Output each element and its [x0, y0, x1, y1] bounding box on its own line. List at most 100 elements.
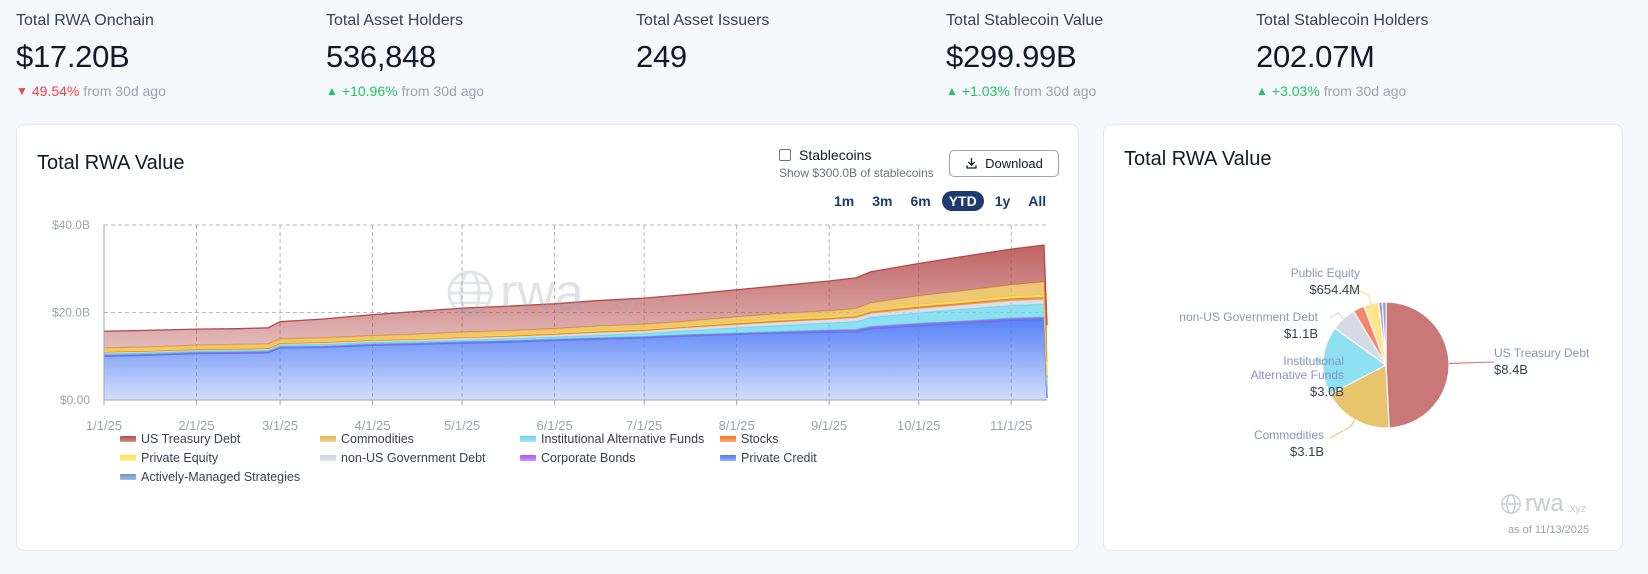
watermark-text: rwa [500, 264, 584, 322]
pie-label-value: $3.1B [1290, 444, 1324, 459]
x-tick-label: 11/1/25 [990, 418, 1032, 433]
stablecoins-toggle[interactable]: Stablecoins Show $300.0B of stablecoins [779, 147, 934, 180]
stat-change: ▼ 49.54% from 30d ago [16, 83, 316, 99]
globe-icon [1501, 494, 1521, 514]
pie-label-value: $654.4M [1309, 282, 1360, 297]
legend-item-us-treasury-debt[interactable]: US Treasury Debt [120, 432, 240, 446]
chart-areas [103, 244, 1048, 400]
area-institutional-alternative-funds [104, 304, 1047, 398]
legend-label: Institutional Alternative Funds [541, 432, 705, 446]
stat-change: ▲ +3.03% from 30d ago [1256, 83, 1556, 99]
pie-label-name: US Treasury Debt [1494, 346, 1590, 360]
range-ytd[interactable]: YTD [941, 191, 984, 211]
legend-item-institutional-alternative-funds[interactable]: Institutional Alternative Funds [520, 432, 704, 446]
legend-label: non-US Government Debt [341, 451, 486, 465]
stat-change-suffix: from 30d ago [401, 83, 485, 99]
pie-slice-actively-managed-strategies[interactable] [1381, 301, 1387, 366]
x-tick-label: 9/1/25 [811, 418, 847, 433]
range-3m[interactable]: 3m [872, 193, 893, 209]
pie-label-value: $1.1B [1284, 326, 1318, 341]
x-tick-label: 7/1/25 [626, 418, 662, 433]
stat-change-pct: +1.03% [961, 83, 1010, 99]
stat-value: $17.20B [16, 39, 130, 74]
legend-swatch [320, 455, 336, 461]
legend-swatch [520, 436, 536, 442]
legend-label: Corporate Bonds [541, 451, 636, 465]
card-title: Total RWA Value [1124, 148, 1272, 170]
area-us-treasury-debt [104, 245, 1047, 362]
pie-slice-us-treasury-debt[interactable] [1385, 301, 1450, 429]
stat-change: ▲ +1.03% from 30d ago [946, 83, 1246, 99]
chart-watermark: rwa .xyz [447, 264, 642, 322]
stat-label: Total Stablecoin Value [946, 12, 1104, 29]
stat-total-asset-issuers: Total Asset Issuers 249 [636, 12, 936, 75]
x-tick-label: 6/1/25 [537, 418, 573, 433]
range-1y[interactable]: 1y [994, 193, 1011, 209]
watermark-text: rwa [1525, 490, 1564, 517]
stablecoins-sublabel: Show $300.0B of stablecoins [779, 166, 934, 180]
pie-label-name: Commodities [1253, 428, 1324, 442]
triangle-up-icon: ▲ [326, 84, 338, 98]
watermark-suffix: .xyz [1566, 502, 1587, 515]
globe-icon [447, 270, 493, 316]
legend-label: Actively-Managed Strategies [141, 470, 301, 484]
stats-bar: Total RWA Onchain $17.20B ▼ 49.54% from … [16, 12, 1648, 112]
stat-change-suffix: from 30d ago [83, 83, 166, 99]
stat-total-stablecoin-holders: Total Stablecoin Holders 202.07M ▲ +3.03… [1256, 12, 1556, 99]
stablecoins-label: Stablecoins [799, 147, 872, 163]
legend-label: Private Credit [741, 451, 817, 465]
stat-label: Total RWA Onchain [16, 12, 154, 29]
legend-item-private-credit[interactable]: Private Credit [720, 451, 817, 465]
range-all[interactable]: All [1028, 193, 1047, 209]
stat-label: Total Asset Holders [326, 12, 463, 29]
line-us-treasury-debt [103, 244, 1048, 332]
pie-slice-institutional-alternative-funds[interactable] [1322, 327, 1388, 395]
legend-swatch [120, 436, 136, 442]
stat-change-suffix: from 30d ago [1013, 83, 1097, 99]
chart-axes: $0.00 $20.0B $40.0B 1/1/25 2/1/25 3/1/25 4/1/2… [52, 218, 1047, 433]
x-tick-label: 8/1/25 [719, 418, 755, 433]
pie-leader-line [1329, 312, 1344, 320]
stat-change-pct: +3.03% [1271, 83, 1320, 99]
y-tick-label: $20.0B [52, 306, 90, 320]
legend-swatch [120, 455, 136, 461]
legend-item-commodities[interactable]: Commodities [320, 432, 414, 446]
stat-label: Total Asset Issuers [636, 12, 770, 29]
legend-item-private-equity[interactable]: Private Equity [120, 451, 218, 465]
legend-item-stocks[interactable]: Stocks [720, 432, 779, 446]
stat-change-pct: +10.96% [341, 83, 398, 99]
triangle-up-icon: ▲ [946, 84, 958, 98]
download-button[interactable]: Download [949, 150, 1059, 177]
stat-value: 249 [636, 39, 687, 74]
triangle-up-icon: ▲ [1256, 84, 1268, 98]
stat-change-pct: 49.54% [31, 83, 80, 99]
pie-watermark: rwa .xyz [1500, 490, 1586, 518]
legend-item-corporate-bonds[interactable]: Corporate Bonds [520, 451, 636, 465]
pie-label-name: non-US Government Debt [1179, 310, 1318, 324]
legend-label: Stocks [741, 432, 779, 446]
range-6m[interactable]: 6m [910, 193, 931, 209]
pie-slice-commodities[interactable] [1329, 364, 1390, 429]
range-selector: 1m 3m 6m YTD 1y All [827, 191, 1053, 211]
stablecoins-checkbox[interactable] [779, 149, 791, 161]
pie-label-name: Public Equity [1290, 266, 1360, 280]
legend-swatch [320, 436, 336, 442]
stat-change-suffix: from 30d ago [1323, 83, 1407, 99]
pie-leader-line [1344, 282, 1372, 304]
legend-label: Commodities [341, 432, 414, 446]
stat-label: Total Stablecoin Holders [1256, 12, 1429, 29]
legend-swatch [520, 455, 536, 461]
legend-item-actively-managed-strategies[interactable]: Actively-Managed Strategies [120, 470, 300, 484]
area-private-equity [104, 295, 1047, 378]
area-commodities [104, 281, 1047, 376]
pie-leader-line [1314, 359, 1353, 383]
stat-total-asset-holders: Total Asset Holders 536,848 ▲ +10.96% fr… [326, 12, 626, 99]
stat-total-rwa-onchain: Total RWA Onchain $17.20B ▼ 49.54% from … [16, 12, 316, 99]
x-tick-label: 5/1/25 [444, 418, 480, 433]
range-1m[interactable]: 1m [834, 193, 855, 209]
legend-item-non-us-government-debt[interactable]: non-US Government Debt [320, 451, 486, 465]
legend-swatch [720, 455, 736, 461]
legend-swatch [120, 474, 136, 480]
